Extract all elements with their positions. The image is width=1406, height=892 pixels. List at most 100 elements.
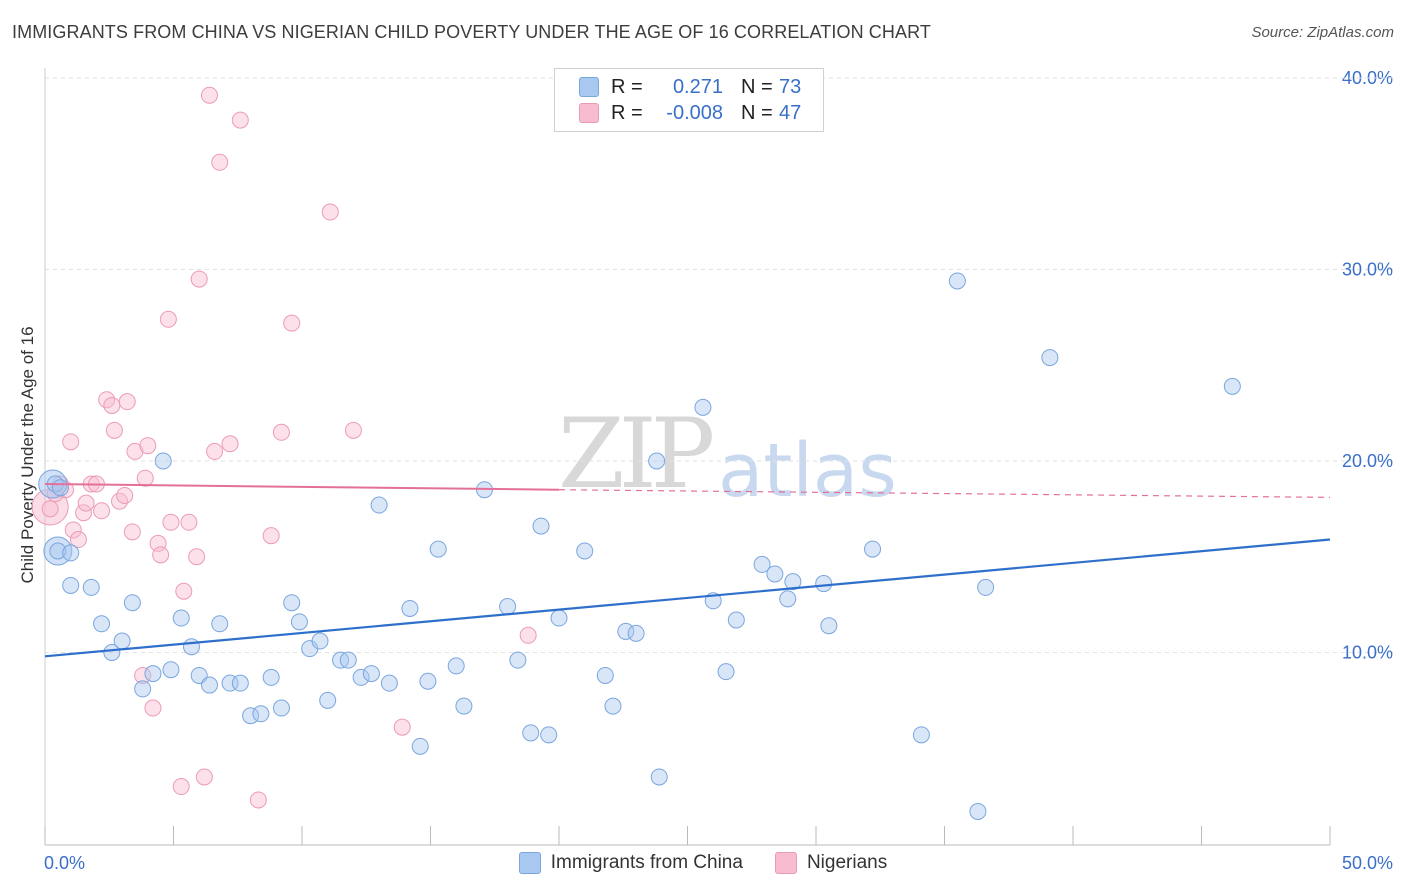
china-point xyxy=(864,540,882,558)
nigeria-point xyxy=(344,421,362,439)
china-point xyxy=(182,638,200,656)
nigeria-point xyxy=(116,486,134,504)
china-point xyxy=(499,598,517,616)
nigeria-point xyxy=(118,393,136,411)
china-point xyxy=(93,615,111,633)
china-point xyxy=(352,668,370,686)
legend-row-china: R = 0.271 N = 73 xyxy=(579,74,801,100)
china-point xyxy=(401,599,419,617)
nigeria-point xyxy=(249,791,267,809)
china-point xyxy=(727,611,745,629)
china-point xyxy=(283,594,301,612)
china-point xyxy=(231,674,249,692)
china-point xyxy=(419,672,437,690)
china-point xyxy=(370,496,388,514)
china-point xyxy=(429,540,447,558)
nigeria-point xyxy=(93,502,111,520)
china-point xyxy=(242,707,260,725)
china-point xyxy=(522,724,540,742)
nigeria-point xyxy=(195,768,213,786)
legend-item-nigerians[interactable]: Nigerians xyxy=(774,852,888,874)
china-point xyxy=(694,398,712,416)
china-point xyxy=(134,680,152,698)
china-point xyxy=(380,674,398,692)
nigeria-point xyxy=(105,421,123,439)
nigeria-point xyxy=(262,527,280,545)
nigeria-point xyxy=(200,86,218,104)
x-tick-label: 0.0% xyxy=(44,853,85,873)
n-label: N = xyxy=(741,75,773,98)
nigeria-point xyxy=(69,531,87,549)
china-point xyxy=(62,576,80,594)
nigeria-swatch xyxy=(774,852,797,874)
r-value: -0.008 xyxy=(666,101,723,124)
nigeria-point xyxy=(136,469,154,487)
y-tick-label: 20.0% xyxy=(1342,451,1393,471)
nigeria-point xyxy=(162,513,180,531)
legend-label: Immigrants from China xyxy=(550,852,743,873)
nigeria-point xyxy=(393,718,411,736)
china-point xyxy=(948,272,966,290)
china-point xyxy=(154,452,172,470)
china-point xyxy=(550,609,568,627)
china-point xyxy=(221,674,239,692)
china-point xyxy=(272,699,290,717)
china-point xyxy=(162,661,180,679)
nigeria-swatch xyxy=(579,103,599,123)
nigeria-trend-line-dashed xyxy=(558,489,1331,498)
china-point xyxy=(51,479,69,497)
china-point xyxy=(627,624,645,642)
china-point xyxy=(447,657,465,675)
nigeria-point xyxy=(62,433,80,451)
china-point xyxy=(82,578,100,596)
china-point xyxy=(717,663,735,681)
r-label: R = xyxy=(611,101,643,124)
china-point xyxy=(172,609,190,627)
nigeria-point xyxy=(190,270,208,288)
y-tick-label: 10.0% xyxy=(1342,643,1393,663)
nigeria-point xyxy=(103,396,121,414)
china-point xyxy=(123,594,141,612)
china-point xyxy=(62,544,80,562)
nigeria-point xyxy=(206,442,224,460)
china-point xyxy=(604,697,622,715)
r-value: 0.271 xyxy=(672,75,723,98)
watermark-atlas: atlas xyxy=(718,428,897,514)
n-label: N = xyxy=(741,101,773,124)
nigeria-point xyxy=(64,521,82,539)
legend-item-china[interactable]: Immigrants from China xyxy=(518,852,743,874)
watermark-zip: ZIP xyxy=(558,398,715,510)
nigeria-point xyxy=(272,423,290,441)
legend-row-nigeria: R = -0.008 N = 47 xyxy=(579,100,801,126)
china-point xyxy=(144,665,162,683)
nigeria-point xyxy=(211,153,229,171)
china-point xyxy=(596,666,614,684)
china-point xyxy=(617,622,635,640)
china-point xyxy=(362,665,380,683)
china-point xyxy=(815,575,833,593)
china-point xyxy=(411,737,429,755)
series-legend: Immigrants from China Nigerians xyxy=(0,852,1406,874)
china-point xyxy=(969,802,987,820)
r-label: R = xyxy=(611,75,643,98)
legend-label: Nigerians xyxy=(806,852,888,873)
china-point xyxy=(784,573,802,591)
china-point xyxy=(648,452,666,470)
china-point xyxy=(200,676,218,694)
n-value: 73 xyxy=(779,75,802,98)
china-point xyxy=(339,651,357,669)
china-point xyxy=(650,768,668,786)
china-point xyxy=(576,542,594,560)
china-point xyxy=(1041,349,1059,367)
nigeria-point xyxy=(172,778,190,796)
n-value: 47 xyxy=(779,101,802,124)
nigeria-point xyxy=(75,504,93,522)
nigeria-point xyxy=(41,500,59,518)
china-point xyxy=(912,726,930,744)
china-point xyxy=(252,705,270,723)
nigeria-point xyxy=(123,523,141,541)
chart-title: IMMIGRANTS FROM CHINA VS NIGERIAN CHILD … xyxy=(12,22,931,42)
correlation-legend: R = 0.271 N = 73 R = -0.008 N = 47 xyxy=(554,68,824,132)
nigeria-trend-line xyxy=(44,482,560,491)
nigeria-point xyxy=(159,310,177,328)
